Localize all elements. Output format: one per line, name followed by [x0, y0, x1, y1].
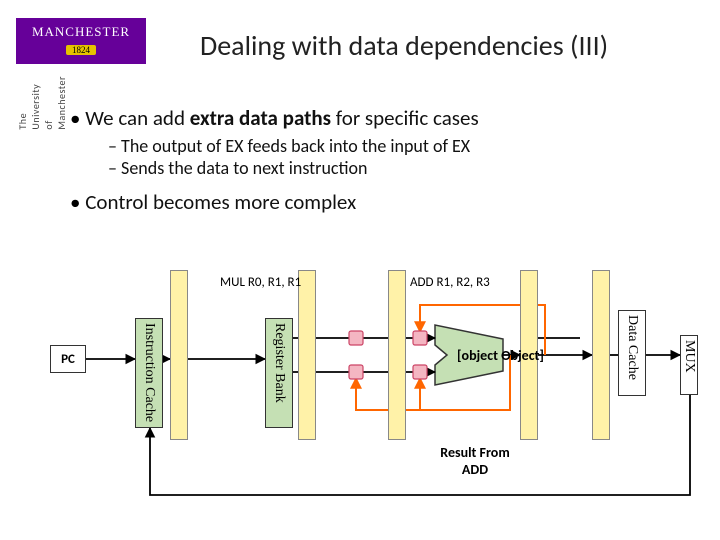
alu-label: [object Object] [457, 347, 544, 364]
logo-year: 1824 [66, 45, 96, 55]
register-bank-label: Register Bank [271, 319, 287, 403]
data-cache: Data Cache [618, 310, 646, 396]
pc-box: PC [50, 345, 86, 373]
bullet-2: Control becomes more complex [70, 189, 690, 215]
data-cache-label: Data Cache [624, 311, 640, 380]
logo-sidetext: The University of Manchester [16, 76, 68, 130]
instruction-cache-label: Instruction Cache [141, 319, 157, 422]
bullet-1-bold: extra data paths [190, 105, 331, 131]
mux: MUX [680, 335, 698, 395]
bullet-1-pre: We can add [85, 105, 190, 131]
label-add: ADD R1, R2, R3 [410, 275, 490, 290]
label-mul: MUL R0, R1, R1 [220, 275, 301, 290]
pipeline-latch-2 [388, 270, 406, 440]
bullet-1-post: for specific cases [331, 105, 479, 131]
logo-name: MANCHESTER [24, 24, 138, 40]
bullet-1a: The output of EX feeds back into the inp… [108, 135, 690, 157]
pipeline-latch-0 [170, 270, 188, 440]
bullet-1b: Sends the data to next instruction [108, 157, 690, 179]
register-bank: Register Bank [265, 318, 293, 428]
logo-badge: MANCHESTER 1824 [16, 18, 146, 64]
pipeline-diagram: MUL R0, R1, R1 ADD R1, R2, R3 PC Instructio… [40, 250, 700, 520]
mux-label: MUX [681, 336, 697, 373]
result-label: Result From ADD [430, 445, 520, 479]
instruction-cache: Instruction Cache [135, 318, 163, 428]
slide-title: Dealing with data dependencies (III) [200, 28, 608, 63]
pipeline-latch-4 [592, 270, 610, 440]
pipeline-latch-1 [298, 270, 316, 440]
logo: MANCHESTER 1824 The University of Manche… [16, 18, 146, 64]
bullet-1: We can add extra data paths for specific… [70, 105, 690, 131]
bullet-list: We can add extra data paths for specific… [70, 105, 690, 219]
